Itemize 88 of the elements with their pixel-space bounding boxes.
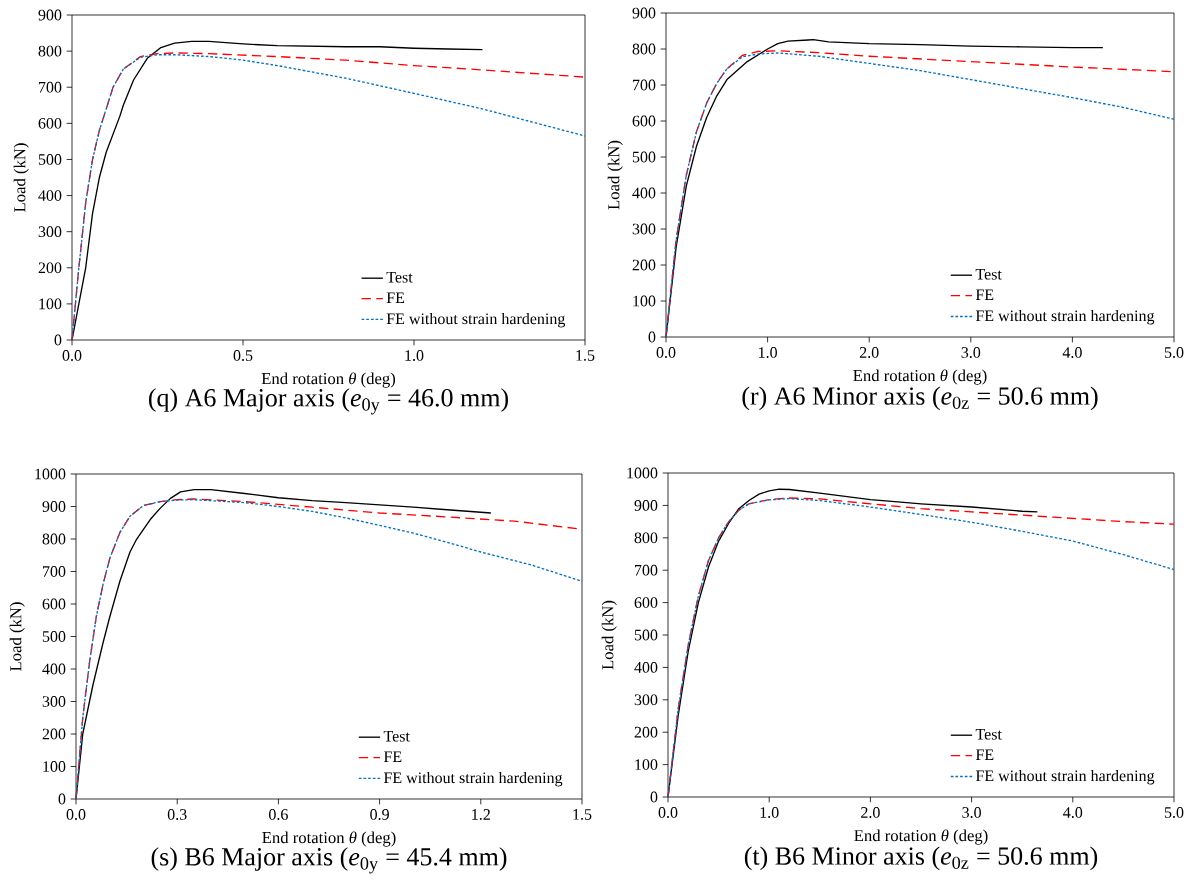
x-tick-label: 0.0 xyxy=(656,347,676,358)
text: (r) A6 Minor axis (e$_{0z}$ = 50.6 mm) xyxy=(742,386,1098,411)
y-tick-label: 0 xyxy=(54,334,62,346)
x-tick-label: 1.0 xyxy=(760,807,779,818)
y-tick-label: 300 xyxy=(632,223,656,235)
y-tick-label: 0 xyxy=(58,793,66,805)
legend-label: Test xyxy=(383,730,410,742)
y-tick-label: 400 xyxy=(38,190,62,201)
y-tick-label: 700 xyxy=(43,566,66,577)
legend-label: FE xyxy=(975,749,994,760)
y-tick-label: 0 xyxy=(650,791,658,803)
x-tick-label: 3.0 xyxy=(961,347,981,358)
legend-label: FE without strain hardening xyxy=(975,309,1155,325)
x-tick-label: 1.5 xyxy=(573,809,592,820)
y-axis-title: Load (kN) xyxy=(601,600,617,670)
y-tick-label: 500 xyxy=(38,154,62,165)
y-tick-label: 900 xyxy=(634,500,658,511)
y-tick-label: 200 xyxy=(38,262,62,274)
y-tick-label: 500 xyxy=(632,151,656,163)
text: (t) B6 Minor axis (e$_{0z}$ = 50.6 mm) xyxy=(744,846,1098,871)
y-tick-label: 400 xyxy=(634,662,658,673)
y-tick-label: 100 xyxy=(39,298,62,310)
y-tick-label: 900 xyxy=(42,501,66,512)
x-tick-label: 5.0 xyxy=(1164,347,1184,358)
y-tick-label: 200 xyxy=(42,728,66,740)
y-tick-label: 900 xyxy=(632,7,656,19)
x-tick-label: 4.0 xyxy=(1062,347,1082,358)
y-tick-label: 1000 xyxy=(35,468,66,480)
y-tick-label: 200 xyxy=(632,259,656,271)
x-tick-label: 0.3 xyxy=(167,809,187,820)
text: (s) B6 Major axis (e$_{0y}$ = 45.4 mm) xyxy=(151,847,507,874)
y-tick-label: 700 xyxy=(39,81,62,93)
x-tick-label: 5.0 xyxy=(1164,807,1184,818)
legend-label: FE xyxy=(386,292,405,303)
y-tick-label: 600 xyxy=(632,115,656,127)
legend-label: FE xyxy=(383,751,402,762)
y-tick-label: 600 xyxy=(38,117,62,129)
x-tick-label: 0.0 xyxy=(62,350,82,361)
y-tick-label: 0 xyxy=(648,331,656,343)
x-tick-label: 0.5 xyxy=(233,350,253,361)
x-tick-label: 0.0 xyxy=(658,807,678,818)
y-tick-label: 300 xyxy=(38,226,62,238)
y-tick-label: 200 xyxy=(634,726,658,738)
x-tick-label: 2.0 xyxy=(859,347,879,358)
y-tick-label: 800 xyxy=(632,43,656,55)
y-axis-title: Load (kN) xyxy=(13,143,29,212)
x-tick-label: 4.0 xyxy=(1063,807,1083,818)
y-tick-label: 600 xyxy=(42,598,66,610)
y-tick-label: 100 xyxy=(635,759,658,770)
x-tick-label: 1.0 xyxy=(405,350,424,361)
y-tick-label: 500 xyxy=(42,631,66,642)
x-axis-title: End rotation θ (deg) xyxy=(262,831,396,847)
y-tick-label: 700 xyxy=(635,564,658,576)
y-tick-label: 900 xyxy=(38,9,62,21)
legend-label: FE without strain hardening xyxy=(386,312,566,328)
legend-label: Test xyxy=(975,268,1002,280)
x-tick-label: 0.0 xyxy=(66,809,86,820)
y-tick-label: 100 xyxy=(633,295,656,307)
text: (q) A6 Major axis (e$_{0y}$ = 46.0 mm) xyxy=(148,388,509,415)
x-tick-label: 1.0 xyxy=(759,347,777,358)
y-tick-label: 600 xyxy=(634,597,658,608)
y-tick-label: 300 xyxy=(634,694,658,706)
y-tick-label: 500 xyxy=(634,629,658,641)
y-axis-title: Load (kN) xyxy=(607,140,623,210)
x-tick-label: 1.5 xyxy=(576,350,595,361)
x-tick-label: 0.6 xyxy=(269,809,288,820)
legend-label: Test xyxy=(386,271,413,283)
x-axis-title: End rotation θ (deg) xyxy=(853,369,987,385)
x-axis-title: End rotation θ (deg) xyxy=(854,829,988,845)
x-tick-label: 3.0 xyxy=(962,807,981,818)
x-tick-label: 1.2 xyxy=(472,809,490,820)
legend-label: FE xyxy=(975,289,994,300)
y-tick-label: 700 xyxy=(633,79,656,91)
y-tick-label: 100 xyxy=(43,761,66,772)
legend-label: FE without strain hardening xyxy=(383,771,563,787)
legend-label: Test xyxy=(975,728,1002,740)
y-tick-label: 800 xyxy=(38,45,62,57)
legend-label: FE without strain hardening xyxy=(975,769,1155,785)
y-tick-label: 400 xyxy=(632,187,656,199)
y-tick-label: 800 xyxy=(634,532,658,544)
y-tick-label: 1000 xyxy=(627,467,658,479)
y-tick-label: 300 xyxy=(42,696,66,707)
y-tick-label: 800 xyxy=(42,533,66,545)
x-axis-title: End rotation θ (deg) xyxy=(261,372,396,388)
x-tick-label: 2.0 xyxy=(861,807,880,818)
x-tick-label: 0.9 xyxy=(370,809,389,820)
y-tick-label: 400 xyxy=(42,663,66,675)
y-axis-title: Load (kN) xyxy=(9,602,25,671)
